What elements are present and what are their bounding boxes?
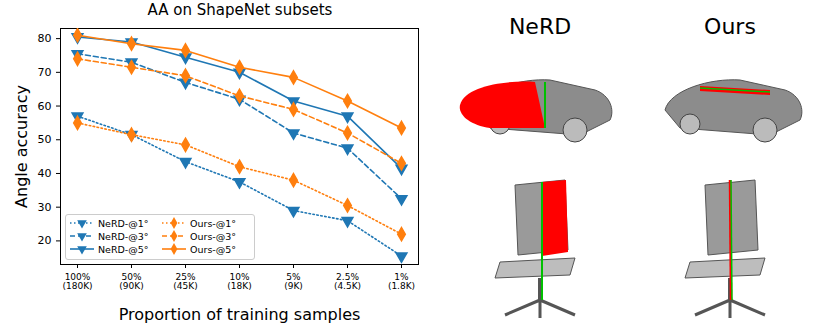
svg-text:100%(180K): 100%(180K): [62, 272, 92, 291]
svg-text:2.5%(4.5K): 2.5%(4.5K): [334, 272, 361, 291]
svg-text:10%(18K): 10%(18K): [227, 272, 251, 291]
svg-text:Ours-@5°: Ours-@5°: [190, 244, 236, 255]
svg-text:50: 50: [38, 133, 52, 146]
svg-text:80: 80: [38, 32, 52, 45]
svg-text:Ours-@3°: Ours-@3°: [190, 231, 236, 242]
html-text:AA on ShapeNet subsets: AA on ShapeNet subsets: [147, 1, 333, 19]
svg-text:NeRD: NeRD: [509, 14, 571, 39]
svg-text:Proportion of training samples: Proportion of training samples: [119, 305, 361, 324]
svg-text:Angle accuracy: Angle accuracy: [12, 85, 31, 208]
svg-text:40: 40: [38, 167, 52, 180]
svg-text:NeRD-@5°: NeRD-@5°: [98, 244, 149, 255]
svg-text:20: 20: [38, 234, 52, 247]
svg-text:5%(9K): 5%(9K): [284, 272, 303, 291]
svg-text:70: 70: [38, 66, 52, 79]
svg-text:NeRD-@1°: NeRD-@1°: [98, 218, 149, 229]
svg-text:1%(1.8K): 1%(1.8K): [388, 272, 415, 291]
svg-text:30: 30: [38, 201, 52, 214]
svg-text:NeRD-@3°: NeRD-@3°: [98, 231, 149, 242]
svg-text:60: 60: [38, 100, 52, 113]
svg-text:Ours: Ours: [704, 14, 756, 39]
svg-text:50%(90K): 50%(90K): [119, 272, 143, 291]
svg-text:25%(45K): 25%(45K): [173, 272, 197, 291]
svg-text:Ours-@1°: Ours-@1°: [190, 218, 236, 229]
